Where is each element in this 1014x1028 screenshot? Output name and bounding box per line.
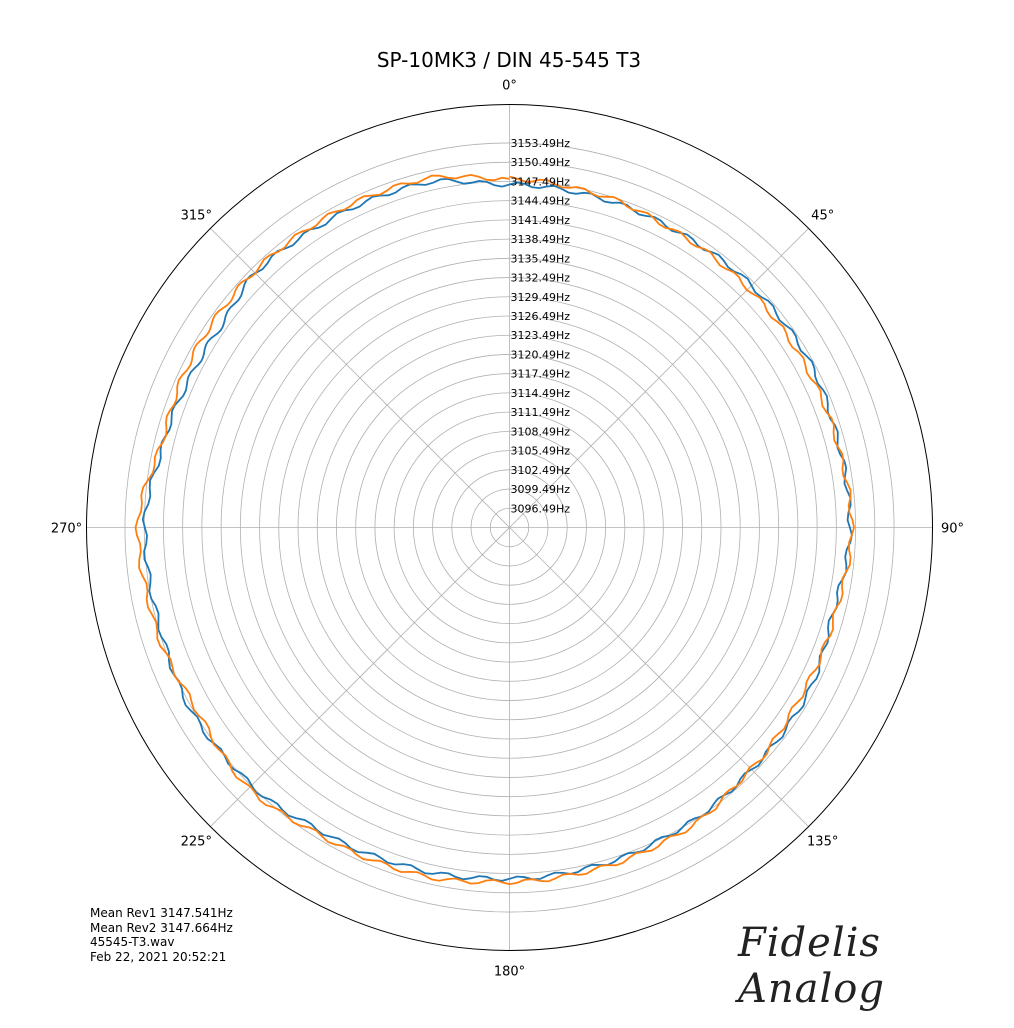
radial-tick-label: 3129.49Hz: [511, 291, 571, 304]
series-line-2: [134, 173, 855, 886]
angle-label: 90°: [941, 522, 964, 537]
radial-tick-label: 3132.49Hz: [511, 272, 571, 285]
mean-rev2-text: Mean Rev2 3147.664Hz: [90, 920, 233, 935]
radial-tick-label: 3096.49Hz: [511, 502, 571, 515]
radial-tick-label: 3153.49Hz: [511, 137, 571, 150]
angle-label: 270°: [51, 522, 82, 537]
file-name-text: 45545-T3.wav: [90, 935, 175, 949]
polar-grid: [86, 104, 933, 951]
radial-tick-label: 3147.49Hz: [511, 175, 571, 188]
angle-label: 225°: [181, 835, 212, 850]
timestamp-text: Feb 22, 2021 20:52:21: [90, 949, 227, 964]
series-group: [134, 173, 855, 886]
grid-spoke: [210, 527, 510, 827]
radial-tick-label: 3111.49Hz: [511, 406, 571, 419]
radial-tick-label: 3108.49Hz: [511, 425, 571, 438]
fidelis-analog-logo: Fidelis Analog: [738, 920, 885, 1012]
radial-tick-label: 3102.49Hz: [511, 464, 571, 477]
radial-tick-label: 3120.49Hz: [511, 348, 571, 361]
radial-tick-label: 3150.49Hz: [511, 156, 571, 169]
radial-tick-label: 3141.49Hz: [511, 214, 571, 227]
angle-label: 180°: [494, 965, 525, 980]
angle-label: 45°: [811, 208, 834, 223]
measurement-info: Mean Rev1 3147.541Hz Mean Rev2 3147.664H…: [90, 906, 233, 964]
grid-spoke: [509, 527, 809, 827]
radial-tick-label: 3135.49Hz: [511, 252, 571, 265]
polar-frame: [86, 104, 933, 951]
radial-tick-label: 3126.49Hz: [511, 310, 571, 323]
radial-tick-label: 3117.49Hz: [511, 368, 571, 381]
angle-label: 135°: [807, 835, 838, 850]
radial-tick-label: 3138.49Hz: [511, 233, 571, 246]
angle-labels: 0° 45° 90° 135° 180° 225° 270° 315°: [51, 79, 964, 980]
radial-tick-label: 3123.49Hz: [511, 329, 571, 342]
grid-spoke: [509, 228, 809, 528]
radial-tick-label: 3105.49Hz: [511, 445, 571, 458]
chart-title: SP-10MK3 / DIN 45-545 T3: [377, 48, 641, 72]
radial-tick-label: 3099.49Hz: [511, 483, 571, 496]
mean-rev1-text: Mean Rev1 3147.541Hz: [90, 906, 233, 920]
radial-tick-label: 3144.49Hz: [511, 195, 571, 208]
radial-tick-label: 3114.49Hz: [511, 387, 571, 400]
radial-tick-labels: 3096.49Hz 3099.49Hz 3102.49Hz 3105.49Hz 3108…: [511, 137, 571, 515]
angle-label: 315°: [181, 208, 212, 223]
series-line-1: [141, 177, 853, 882]
angle-label: 0°: [502, 79, 517, 94]
grid-spoke: [210, 228, 510, 528]
